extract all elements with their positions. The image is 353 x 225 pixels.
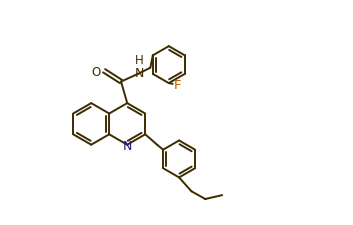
Text: H: H [135,54,144,67]
Text: N: N [122,139,132,152]
Text: O: O [91,66,100,79]
Text: F: F [173,79,181,92]
Text: N: N [135,67,144,79]
